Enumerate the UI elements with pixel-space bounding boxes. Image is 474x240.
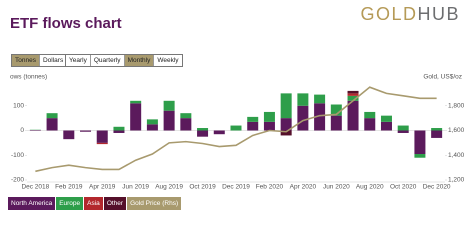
bar-segment	[414, 154, 426, 158]
chart-title: ETF flows chart	[10, 15, 122, 32]
bar-segment	[297, 93, 309, 106]
x-tick-label: Apr 2019	[89, 184, 116, 191]
legend-item[interactable]: Other	[103, 197, 127, 210]
y2-tick-label: 1,600	[448, 127, 465, 134]
bar-segment	[280, 93, 292, 119]
bar-segment	[263, 111, 275, 122]
x-tick-label: Aug 2019	[155, 184, 183, 191]
bar-segment	[330, 104, 342, 116]
legend-item[interactable]: North America	[8, 197, 56, 210]
bar-segment	[364, 118, 376, 131]
toggle-button[interactable]: Yearly	[66, 55, 91, 66]
bar-segment	[163, 110, 175, 131]
bar-segment	[146, 119, 158, 125]
period-toggle: Yearly Quarterly Monthly Weekly	[65, 54, 183, 67]
y-axis-label: ows (tonnes)	[10, 74, 47, 81]
bar-segment	[197, 128, 209, 131]
x-tick-label: Apr 2020	[290, 184, 317, 191]
y2-tick-label: 1,800	[448, 102, 465, 109]
legend-item[interactable]: Gold Price (Rhs)	[127, 197, 182, 210]
logo-hub: HUB	[417, 4, 460, 24]
bar-segment	[230, 125, 242, 131]
bar-segment	[314, 94, 326, 104]
bar-segment	[63, 130, 75, 140]
legend-item[interactable]: Asia	[84, 197, 103, 210]
y2-tick-label: 1,200	[448, 177, 465, 184]
bar-segment	[163, 100, 175, 111]
bar-segment	[314, 103, 326, 131]
bar-segment	[414, 130, 426, 155]
bar-segment	[247, 116, 259, 122]
toggle-button[interactable]: Tonnes	[12, 55, 40, 66]
x-tick-label: Feb 2020	[256, 184, 284, 191]
bar-segment	[96, 142, 108, 145]
x-tick-label: Dec 2019	[222, 184, 250, 191]
bar-segment	[347, 93, 359, 96]
bar-segment	[80, 130, 92, 132]
logo-gold: GOLD	[360, 4, 418, 24]
legend: North America Europe Asia Other Gold Price (…	[8, 197, 182, 210]
y2-tick-label: 1,400	[448, 152, 465, 159]
bar-segment	[213, 130, 225, 135]
bar-segment	[431, 130, 443, 138]
bar-segment	[113, 126, 125, 131]
bar-segment	[347, 90, 359, 94]
bar-segment	[247, 121, 259, 131]
logo: GOLDHUB	[360, 4, 460, 25]
x-tick-label: Dec 2018	[21, 184, 49, 191]
x-tick-label: Jun 2019	[122, 184, 149, 191]
bar-segment	[397, 125, 409, 131]
bar-segment	[130, 100, 142, 104]
bar-segment	[380, 115, 392, 122]
bar-segment	[397, 130, 409, 133]
chart: ows (tonnes) Gold, US$/oz -200 -100 0 100 1,…	[10, 74, 465, 191]
x-tick-label: Aug 2020	[356, 184, 384, 191]
bar-segment	[197, 130, 209, 137]
legend-item[interactable]: Europe	[56, 197, 84, 210]
bar-segment	[297, 105, 309, 131]
bar-segment	[380, 121, 392, 131]
bar-segment	[364, 111, 376, 119]
x-tick-label: Oct 2020	[390, 184, 417, 191]
bar-segment	[347, 95, 359, 101]
bar-segment	[130, 103, 142, 131]
bar-segment	[46, 113, 58, 119]
y-tick-label: 100	[13, 102, 24, 109]
toggle-button[interactable]: Monthly	[124, 55, 155, 66]
toggle-button[interactable]: Weekly	[154, 55, 182, 66]
bar-segment	[347, 100, 359, 131]
bar-segment	[96, 130, 108, 143]
x-tick-label: Jun 2020	[323, 184, 350, 191]
bar-segment	[113, 130, 125, 133]
y-tick-label: -200	[11, 177, 24, 184]
toggle-button[interactable]: Quarterly	[90, 55, 125, 66]
bar-segment	[330, 115, 342, 131]
y-tick-label: -100	[11, 152, 24, 159]
bar-segment	[146, 124, 158, 131]
page: ETF flows chart GOLDHUB Tonnes Dollars Ye…	[8, 4, 465, 210]
bar-segment	[180, 118, 192, 131]
price-line	[35, 86, 437, 173]
x-tick-label: Feb 2019	[55, 184, 83, 191]
x-tick-label: Oct 2019	[189, 184, 216, 191]
bar-segment	[263, 121, 275, 131]
bar-segment	[280, 118, 292, 131]
bar-segment	[180, 113, 192, 119]
bar-segment	[46, 118, 58, 131]
y2-axis-label: Gold, US$/oz	[423, 74, 462, 81]
bar-segment	[431, 128, 443, 131]
toggle-button[interactable]: Dollars	[39, 55, 67, 66]
y-tick-label: 0	[20, 127, 24, 134]
bar-segment	[280, 130, 292, 136]
x-tick-label: Dec 2020	[423, 184, 451, 191]
